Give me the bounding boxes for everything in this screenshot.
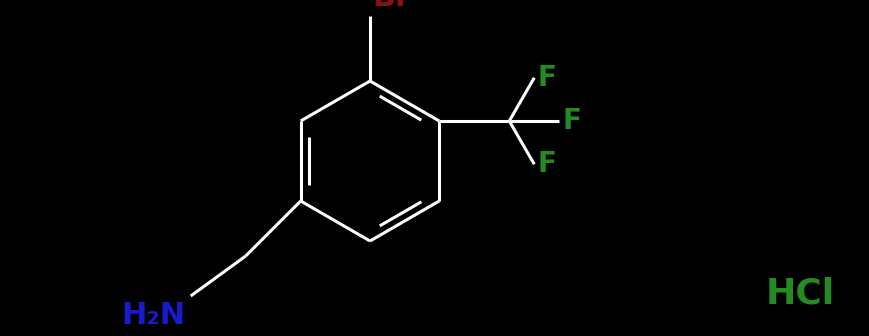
Text: F: F [537, 150, 555, 178]
Text: Br: Br [372, 0, 409, 12]
Text: H₂N: H₂N [122, 301, 185, 330]
Text: F: F [537, 64, 555, 92]
Text: HCl: HCl [765, 277, 833, 311]
Text: F: F [561, 107, 580, 135]
